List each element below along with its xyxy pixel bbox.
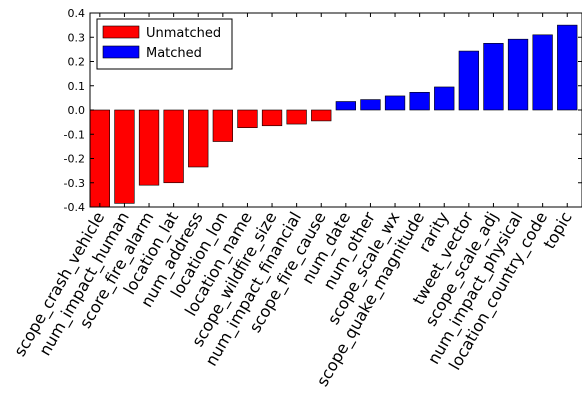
legend-swatch-matched	[102, 45, 140, 59]
bar-tweet-vector	[458, 50, 479, 111]
y-tick-label: -0.2	[64, 153, 85, 166]
legend: Unmatched Matched	[96, 18, 233, 70]
bar-scope-scale-adj	[483, 43, 504, 111]
y-tick-label: -0.4	[64, 201, 85, 214]
y-axis: -0.4 -0.3 -0.2 -0.1 0.0 0.1 0.2 0.3 0.4	[64, 7, 582, 214]
y-tick-label: -0.3	[64, 177, 85, 190]
bar-scope-wildfire-size	[261, 109, 283, 127]
bar-scope-quake-magnitude	[409, 91, 430, 111]
bar-location-name	[237, 109, 258, 129]
bar-location-lat	[163, 109, 184, 184]
legend-label-unmatched: Unmatched	[146, 26, 221, 41]
y-tick-label: 0.0	[68, 104, 86, 117]
legend-swatch-unmatched	[102, 25, 140, 39]
bar-topic	[557, 24, 578, 111]
bar-scope-fire-cause	[311, 109, 332, 122]
bar-scope-scale-wx	[384, 95, 406, 111]
bar-num-address	[188, 109, 209, 168]
bar-location-country-code	[532, 34, 553, 111]
bar-num-impact-financial	[286, 109, 307, 125]
bar-num-other	[360, 99, 381, 111]
bar-rarity	[434, 86, 455, 111]
bar-location-lon	[212, 109, 233, 142]
bar-num-impact-human	[114, 109, 135, 204]
plot-frame	[89, 12, 582, 208]
bar-score-fire-alarm	[138, 109, 160, 186]
y-tick-label: -0.1	[64, 128, 85, 141]
bar-num-date	[335, 101, 356, 111]
y-tick-label: 0.1	[68, 80, 86, 93]
bars-group	[89, 24, 578, 208]
y-tick-label: 0.4	[68, 7, 86, 20]
y-tick-label: 0.3	[68, 31, 86, 44]
bar-num-impact-physical	[507, 38, 529, 111]
y-tick-label: 0.2	[68, 56, 86, 69]
legend-label-matched: Matched	[146, 46, 202, 61]
